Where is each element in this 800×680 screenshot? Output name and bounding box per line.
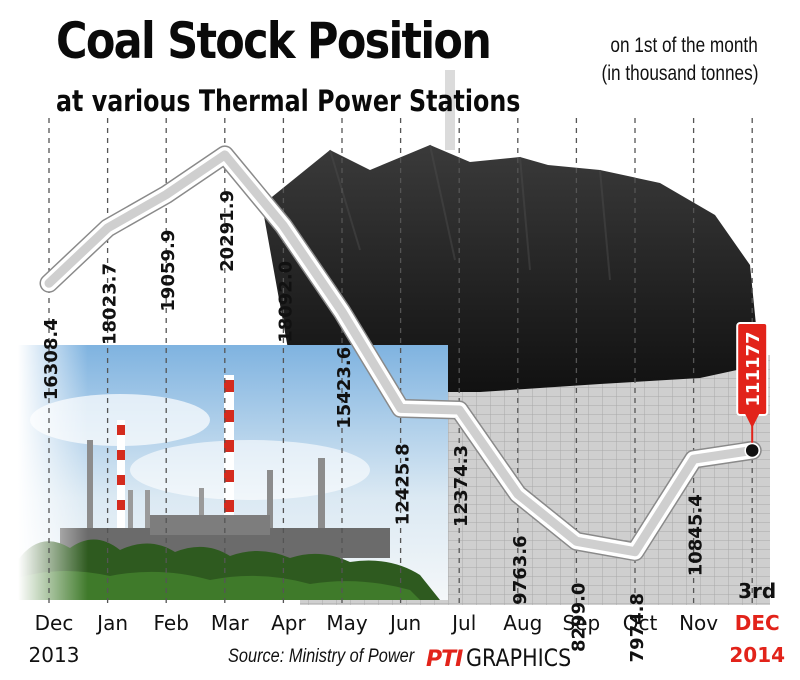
marker-dot — [744, 442, 760, 459]
source-note: Source: Ministry of Power — [228, 646, 415, 667]
pti-graphics-credit: PTI GRAPHICS — [426, 644, 589, 672]
point-6 — [399, 406, 403, 410]
point-5 — [340, 310, 344, 314]
point-9 — [574, 539, 578, 543]
x-label-8: Aug — [503, 611, 542, 635]
point-3 — [223, 153, 227, 157]
latest-value-marker: 111177 — [736, 322, 769, 459]
x-label-2: Feb — [153, 611, 188, 635]
x-label-4: Apr — [271, 611, 306, 635]
x-axis-labels: Dec 2013 Jan Feb Mar Apr May Jun Jul Aug Sep Oct Nov… — [29, 579, 785, 667]
coal-stock-line — [39, 145, 762, 562]
unit-note-line1: on 1st of the month — [610, 34, 758, 57]
value-label-6: 12425.8 — [393, 443, 414, 525]
x-label-10: Oct — [623, 611, 658, 635]
x-label-5: May — [326, 611, 368, 635]
value-label-2: 19059.9 — [158, 230, 179, 312]
value-label-11: 10845.4 — [686, 494, 707, 576]
point-10 — [633, 550, 637, 554]
value-label-0: 16308.4 — [41, 318, 62, 400]
value-label-8: 9763.6 — [510, 535, 531, 604]
value-label-7: 12374.3 — [451, 445, 472, 527]
point-4 — [281, 224, 285, 228]
x-label-3: Mar — [211, 611, 250, 635]
value-label-12: 111177 — [743, 331, 764, 406]
point-8 — [516, 492, 520, 496]
value-label-4: 18092.0 — [275, 261, 296, 343]
value-labels: 16308.4 18023.7 19059.9 20291.9 18092.0 15423… — [41, 190, 707, 663]
x-label-11: Nov — [679, 611, 718, 635]
month-gridlines — [48, 118, 753, 605]
unit-note-line2: (in thousand tonnes) — [600, 62, 758, 85]
value-label-3: 20291.9 — [217, 190, 238, 272]
point-1 — [106, 226, 110, 230]
x-label-7: Jul — [450, 611, 476, 635]
point-2 — [164, 193, 168, 197]
x-label-0: Dec — [35, 611, 74, 635]
pti-logo: PTI — [426, 647, 463, 672]
x-label-6: Jun — [388, 611, 421, 635]
x-label-12-year: 2014 — [729, 643, 785, 667]
point-11 — [692, 457, 696, 461]
graphics-label: GRAPHICS — [466, 644, 572, 672]
x-label-12: DEC — [735, 611, 780, 635]
x-label-0-year: 2013 — [29, 643, 80, 667]
x-label-12-prefix: 3rd — [738, 579, 776, 603]
value-label-10: 7974.8 — [627, 593, 648, 662]
point-7 — [457, 408, 461, 412]
chart-subtitle: at various Thermal Power Stations — [56, 84, 521, 118]
value-label-9: 8299.0 — [568, 583, 589, 652]
marker-pointer — [745, 414, 760, 428]
x-label-1: Jan — [95, 611, 128, 635]
chart-title: Coal Stock Position — [56, 12, 492, 70]
point-0 — [47, 281, 51, 285]
value-label-1: 18023.7 — [100, 263, 121, 345]
value-label-5: 15423.6 — [334, 347, 355, 429]
x-label-9: Sep — [563, 611, 601, 635]
